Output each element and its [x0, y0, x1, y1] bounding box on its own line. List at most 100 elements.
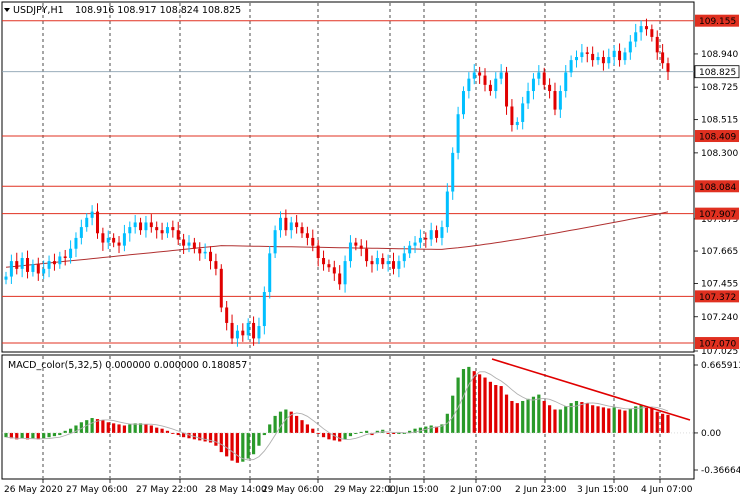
macd-bar [397, 432, 401, 435]
macd-bar [273, 415, 277, 433]
macd-bar [338, 432, 342, 442]
macd-bar [187, 432, 191, 439]
candle-body [42, 268, 46, 274]
candle-body [478, 72, 482, 76]
macd-bar [418, 427, 423, 433]
macd-bar [644, 406, 649, 433]
macd-bar [553, 409, 557, 433]
price-tick-label: 107.240 [701, 313, 738, 323]
candle-body [171, 227, 175, 231]
candle-body [623, 52, 627, 61]
candle-body [564, 72, 568, 92]
macd-bar [63, 430, 67, 433]
macd-bar [591, 405, 595, 433]
macd-bar [580, 402, 584, 433]
macd-bar [461, 369, 466, 433]
macd-bar [214, 432, 218, 446]
candle-body [112, 237, 116, 243]
macd-axis: 0.665913 0.00 -0.366647 [694, 361, 740, 476]
candle-body [607, 57, 611, 64]
macd-bar [391, 432, 396, 435]
macd-bar [661, 413, 665, 433]
candle-body [392, 261, 396, 269]
macd-bar [467, 366, 471, 433]
macd-bar [262, 432, 266, 436]
candle-body [429, 230, 433, 240]
macd-bar [666, 414, 670, 433]
candle-body [316, 245, 320, 259]
time-tick-label: 1 Jun 15:00 [387, 485, 439, 495]
level-badge-label: 107.907 [699, 210, 736, 220]
candle-body [198, 248, 202, 254]
candle-body [79, 227, 83, 238]
macd-bar [515, 403, 519, 433]
candle-body [526, 91, 530, 104]
macd-bar [521, 400, 525, 433]
candle-body [295, 222, 299, 228]
candle-body [192, 242, 196, 249]
collapse-triangle-icon[interactable] [4, 8, 10, 12]
candle-body [241, 330, 245, 336]
macd-bar [596, 406, 600, 433]
candle-body [370, 261, 374, 265]
macd-tick-label: -0.366647 [701, 466, 740, 476]
candle-body [149, 222, 153, 228]
macd-bar [278, 411, 283, 433]
candle-body [52, 261, 56, 265]
candle-body [31, 264, 35, 272]
vertical-grid [42, 3, 661, 478]
candle-body [650, 29, 654, 37]
level-badge [695, 130, 739, 143]
candles [4, 18, 670, 347]
macd-bar [241, 432, 245, 462]
time-tick-label: 29 May 06:00 [262, 485, 324, 495]
candle-body [634, 32, 638, 42]
macd-bar [655, 411, 659, 433]
macd-bar [483, 377, 487, 433]
candle-body [106, 237, 110, 243]
symbol-title: USDJPY,H1 [13, 5, 64, 16]
macd-bar [451, 395, 455, 433]
macd-bar [230, 432, 234, 461]
macd-bar [149, 425, 153, 433]
macd-bar [36, 432, 40, 440]
candle-body [343, 261, 347, 285]
level-badge-label: 109.155 [699, 17, 736, 27]
candle-body [4, 276, 8, 280]
candle-body [246, 322, 250, 336]
macd-bar [74, 425, 78, 433]
macd-bar [208, 432, 213, 443]
candle-body [176, 230, 180, 240]
candle-body [182, 239, 186, 246]
macd-bar [25, 432, 30, 440]
macd-bar [628, 408, 632, 433]
candle-body [273, 230, 277, 254]
macd-panel-frame [1, 354, 695, 480]
macd-bar [20, 432, 24, 439]
macd-bar [564, 406, 568, 433]
macd-bar [327, 432, 331, 440]
price-tick-label: 107.025 [701, 347, 738, 357]
candle-body [402, 253, 406, 262]
macd-bar [268, 424, 272, 433]
candle-body [47, 261, 51, 269]
macd-bar [574, 400, 579, 433]
trend-line[interactable] [491, 358, 691, 421]
macd-bar [456, 377, 460, 433]
candle-body [467, 78, 471, 92]
macd-bar [198, 432, 202, 441]
candle-body [505, 72, 509, 107]
macd-histogram [2, 358, 694, 463]
macd-bar [634, 406, 638, 433]
candle-body [327, 264, 331, 268]
time-tick-label: 28 May 14:00 [205, 485, 267, 495]
candle-body [531, 78, 535, 92]
macd-bar [321, 432, 326, 438]
candle-body [219, 268, 223, 308]
candle-body [36, 264, 40, 274]
candle-body [397, 261, 401, 269]
candle-body [451, 152, 455, 192]
macd-bar [47, 432, 51, 438]
macd-bar [52, 432, 57, 437]
